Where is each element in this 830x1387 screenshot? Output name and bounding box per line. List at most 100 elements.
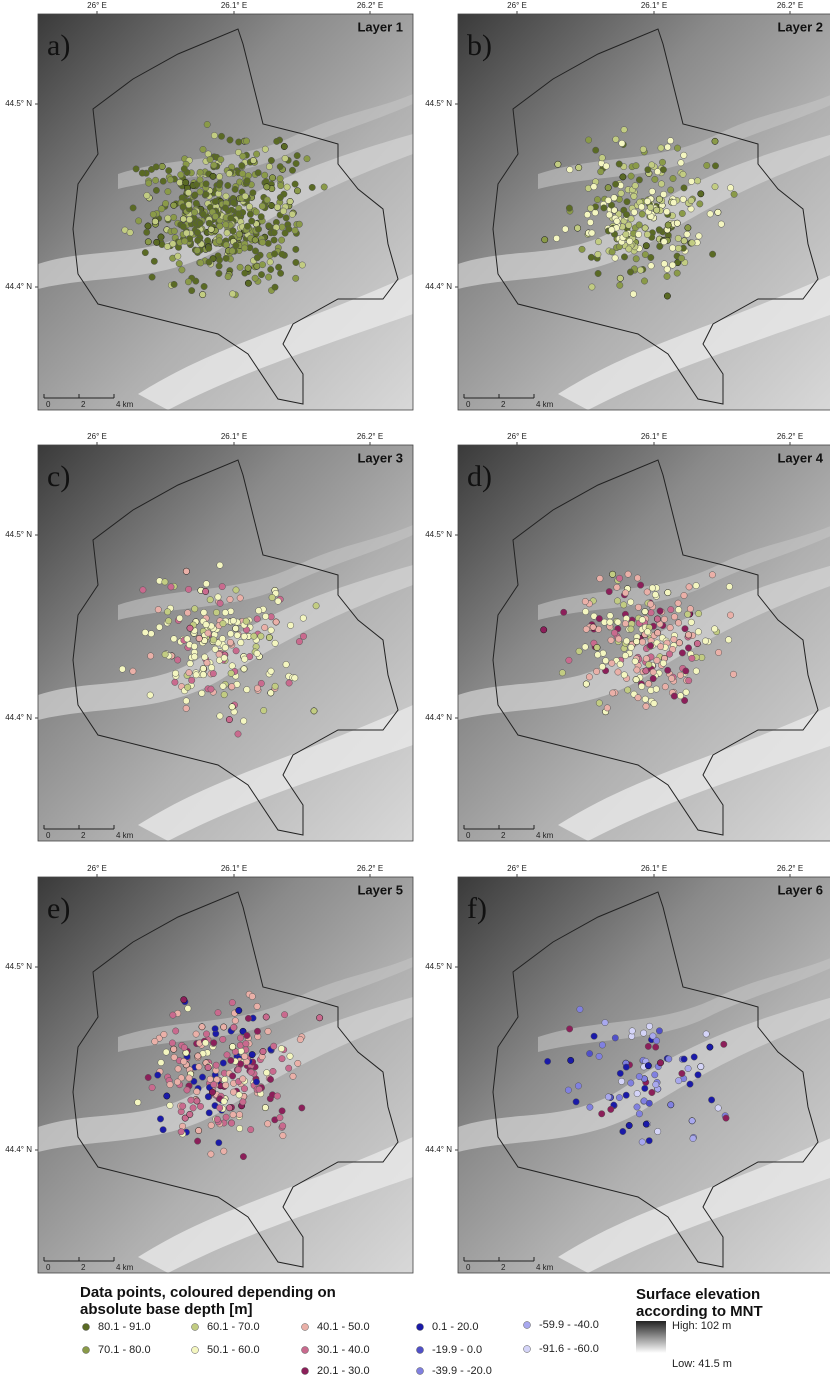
data-point (185, 684, 191, 690)
data-point (311, 708, 317, 714)
data-point (590, 624, 596, 630)
data-point (642, 225, 648, 231)
data-point (135, 218, 141, 224)
data-point (155, 606, 161, 612)
data-point (636, 1111, 642, 1117)
data-point (225, 274, 231, 280)
legend-marker (417, 1368, 424, 1375)
data-point (277, 194, 283, 200)
data-point (147, 653, 153, 659)
y-tick-label: 44.5° N (5, 962, 32, 971)
data-point (681, 185, 687, 191)
data-point (211, 1040, 217, 1046)
data-point (264, 197, 270, 203)
data-point (216, 174, 222, 180)
data-point (674, 270, 680, 276)
data-point (587, 219, 593, 225)
data-point (628, 626, 634, 632)
data-point (219, 636, 225, 642)
data-point (135, 1099, 141, 1105)
data-point (229, 1044, 235, 1050)
data-point (266, 634, 272, 640)
data-point (704, 162, 710, 168)
data-point (628, 599, 634, 605)
data-point (575, 1083, 581, 1089)
data-point (241, 1086, 247, 1092)
data-point (209, 1089, 215, 1095)
data-point (244, 1032, 250, 1038)
data-point (253, 1079, 259, 1085)
data-point (727, 612, 733, 618)
data-point (685, 632, 691, 638)
data-point (583, 681, 589, 687)
data-point (275, 598, 281, 604)
data-point (240, 1153, 246, 1159)
data-point (254, 255, 260, 261)
data-point (585, 137, 591, 143)
data-point (568, 1057, 574, 1063)
data-point (159, 163, 165, 169)
data-point (639, 1139, 645, 1145)
data-point (264, 1070, 270, 1076)
panel-title: Layer 5 (357, 882, 403, 897)
data-point (249, 1051, 255, 1057)
data-point (587, 205, 593, 211)
data-point (675, 620, 681, 626)
data-point (235, 1067, 241, 1073)
data-point (595, 270, 601, 276)
data-point (169, 1040, 175, 1046)
data-point (668, 187, 674, 193)
data-point (671, 693, 677, 699)
data-point (304, 156, 310, 162)
data-point (200, 146, 206, 152)
legend-marker (83, 1324, 90, 1331)
data-point (632, 183, 638, 189)
data-point (151, 258, 157, 264)
data-point (240, 1076, 246, 1082)
data-point (228, 215, 234, 221)
data-point (668, 1102, 674, 1108)
data-point (614, 584, 620, 590)
data-point (249, 218, 255, 224)
legend-label: -19.9 - 0.0 (432, 1344, 482, 1356)
data-point (278, 1045, 284, 1051)
data-point (165, 618, 171, 624)
data-point (290, 1073, 296, 1079)
data-point (576, 164, 582, 170)
elevation-ramp (636, 1321, 666, 1353)
data-point (541, 627, 547, 633)
data-point (622, 620, 628, 626)
y-tick-label: 44.5° N (5, 99, 32, 108)
data-point (595, 239, 601, 245)
data-point (648, 610, 654, 616)
data-point (127, 229, 133, 235)
data-point (217, 223, 223, 229)
data-point (654, 207, 660, 213)
data-point (665, 144, 671, 150)
scale-bar-label: 0 (46, 831, 51, 840)
legend-marker (83, 1347, 90, 1354)
data-point (726, 584, 732, 590)
data-point (662, 684, 668, 690)
data-point (221, 1098, 227, 1104)
data-point (667, 625, 673, 631)
data-point (256, 608, 262, 614)
data-point (229, 1073, 235, 1079)
data-point (119, 666, 125, 672)
data-point (627, 269, 633, 275)
legend-title: absolute base depth [m] (80, 1301, 253, 1318)
data-point (287, 622, 293, 628)
data-point (606, 212, 612, 218)
data-point (566, 205, 572, 211)
data-point (279, 251, 285, 257)
data-point (615, 669, 621, 675)
data-point (555, 161, 561, 167)
data-point (712, 138, 718, 144)
y-tick-label: 44.4° N (425, 282, 452, 291)
data-point (153, 164, 159, 170)
data-point (685, 1065, 691, 1071)
data-point (712, 163, 718, 169)
data-point (187, 660, 193, 666)
data-point (203, 581, 209, 587)
data-point (657, 1060, 663, 1066)
